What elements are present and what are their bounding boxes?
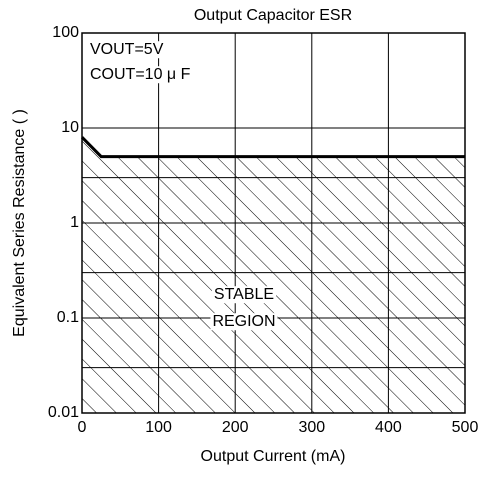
annotation: VOUT=5V	[90, 41, 164, 58]
annotation-bg	[210, 313, 278, 331]
x-tick-label: 500	[452, 419, 479, 436]
stable-region	[82, 137, 465, 413]
y-tick-label: 10	[61, 119, 79, 136]
y-tick-label: 0.01	[48, 404, 79, 421]
x-tick-label: 300	[298, 419, 325, 436]
x-axis-label: Output Current (mA)	[201, 448, 346, 465]
annotation: REGION	[212, 313, 275, 330]
y-tick-label: 100	[52, 24, 79, 41]
x-tick-label: 0	[78, 419, 87, 436]
plot-frame	[81, 32, 466, 414]
x-tick-label: 200	[222, 419, 249, 436]
y-tick-label: 1	[70, 214, 79, 231]
annotation: COUT=10 μ F	[90, 66, 191, 83]
y-tick-label: 0.1	[57, 309, 79, 326]
x-tick-label: 400	[375, 419, 402, 436]
y-axis-label: Equivalent Series Resistance ( )	[11, 109, 28, 337]
annotation: STABLE	[214, 286, 274, 303]
annotation-bg	[88, 41, 166, 59]
annotation-bg	[211, 286, 277, 304]
annotation-bg	[88, 66, 193, 84]
x-tick-label: 100	[145, 419, 172, 436]
chart-title: Output Capacitor ESR	[194, 7, 352, 24]
line	[80, 136, 465, 159]
